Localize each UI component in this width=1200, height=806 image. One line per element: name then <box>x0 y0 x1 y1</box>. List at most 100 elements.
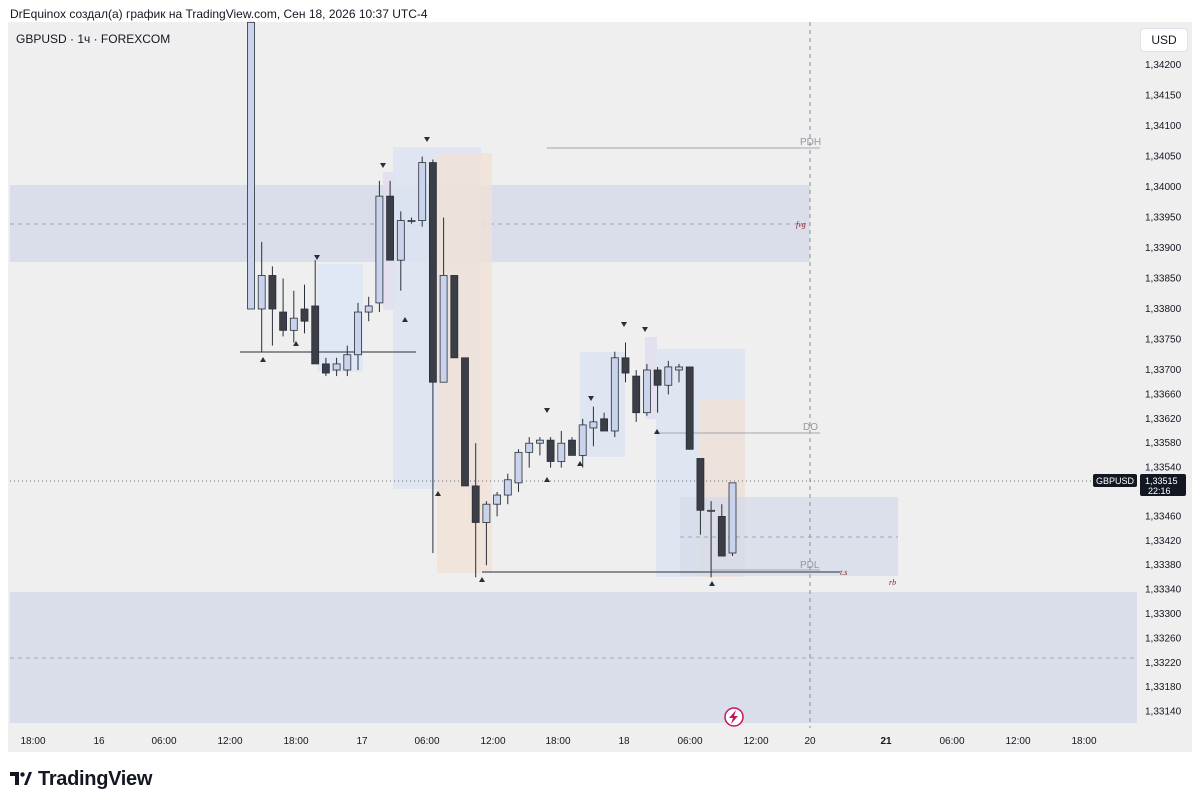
time-tick-label: 17 <box>356 736 368 747</box>
candle-down <box>621 357 630 374</box>
swing-high-marker <box>380 163 386 168</box>
candle-up <box>514 451 523 484</box>
highlight-box <box>680 497 898 576</box>
price-tick-label: 1,33900 <box>1145 243 1182 254</box>
price-tick-label: 1,33340 <box>1145 585 1182 596</box>
swing-low-marker <box>435 491 441 496</box>
candle-down <box>461 357 469 487</box>
candle-down <box>568 439 576 456</box>
price-tick-label: 1,33580 <box>1145 438 1182 449</box>
price-tick-label: 1,33460 <box>1145 511 1182 522</box>
time-tick-label: 18:00 <box>20 736 45 747</box>
candle-up <box>589 421 598 429</box>
swing-low-marker <box>654 429 660 434</box>
candle-up <box>257 275 266 310</box>
price-tick-label: 1,33140 <box>1145 707 1182 718</box>
candle-up <box>289 317 298 331</box>
time-tick-label: 16 <box>93 736 105 747</box>
candle-up <box>675 366 683 371</box>
candle-up <box>728 482 737 554</box>
candle-up <box>247 21 255 310</box>
last-price-value: 1,33515 <box>1145 476 1178 486</box>
last-price-tag: GBPUSD 1,33515 22:16 <box>1093 474 1186 496</box>
pdl-label: PDL <box>800 560 820 571</box>
candle-up <box>343 354 352 371</box>
time-tick-label: 21 <box>880 736 892 747</box>
candle-up <box>418 162 427 221</box>
logo-text: TradingView <box>38 767 153 790</box>
price-tick-label: 1,33260 <box>1145 633 1182 644</box>
candle-up <box>482 503 491 523</box>
swing-low-marker <box>402 317 408 322</box>
fvg-label: fvg <box>796 220 806 229</box>
last-price-countdown: 22:16 <box>1148 486 1171 496</box>
price-tick-label: 1,33380 <box>1145 560 1182 571</box>
time-tick-label: 12:00 <box>743 736 768 747</box>
price-tick-label: 1,33180 <box>1145 682 1182 693</box>
last-price-symbol: GBPUSD <box>1096 476 1135 486</box>
candle-up <box>707 509 715 512</box>
time-tick-label: 18:00 <box>283 736 308 747</box>
candle-up <box>536 439 544 444</box>
price-tick-label: 1,33300 <box>1145 609 1182 620</box>
price-tick-label: 1,34200 <box>1145 60 1182 71</box>
candle-up <box>396 220 405 261</box>
candle-down <box>546 439 555 462</box>
time-tick-label: 18:00 <box>545 736 570 747</box>
swing-low-marker <box>479 577 485 582</box>
time-tick-label: 06:00 <box>677 736 702 747</box>
swing-low-marker <box>293 341 299 346</box>
price-tick-label: 1,34100 <box>1145 121 1182 132</box>
time-tick-label: 06:00 <box>939 736 964 747</box>
swing-low-marker <box>577 461 583 466</box>
price-tick-label: 1,33950 <box>1145 213 1182 224</box>
candle-down <box>653 369 662 386</box>
swing-high-marker <box>424 137 430 142</box>
candle-down <box>717 516 726 557</box>
swing-high-marker <box>588 396 594 401</box>
swing-low-marker <box>709 581 715 586</box>
candle-down <box>279 311 288 331</box>
price-tick-label: 1,33660 <box>1145 389 1182 400</box>
candle-up <box>375 195 384 304</box>
candle-down <box>450 275 459 359</box>
candle-down <box>632 375 641 414</box>
chart-caption: DrEquinox создал(а) график на TradingVie… <box>10 7 428 21</box>
price-tick-label: 1,33800 <box>1145 304 1182 315</box>
pdh-label: PDH <box>800 137 821 148</box>
symbol-label[interactable]: GBPUSD · 1ч · FOREXCOM <box>16 32 171 46</box>
candle-down <box>696 458 705 511</box>
candles-group <box>247 21 737 578</box>
candle-up <box>578 424 587 456</box>
candle-down <box>471 485 480 523</box>
candle-down <box>386 195 395 261</box>
candle-up <box>610 357 619 432</box>
time-axis[interactable]: 18:00 16 06:00 12:00 18:00 17 06:00 12:00 18:00 1… <box>20 736 1096 747</box>
candle-down <box>685 366 694 450</box>
candle-up <box>557 442 566 462</box>
time-tick-label: 06:00 <box>151 736 176 747</box>
tradingview-logo[interactable]: TradingView <box>10 768 152 790</box>
price-axis[interactable]: 1,34200 1,34150 1,34100 1,34050 1,34000 1,339… <box>1145 60 1182 718</box>
swing-low-marker <box>544 477 550 482</box>
candle-up <box>407 220 416 222</box>
price-tick-label: 1,33700 <box>1145 365 1182 376</box>
lightning-icon[interactable] <box>724 707 744 727</box>
candle-down <box>300 308 309 322</box>
swing-high-marker <box>314 255 320 260</box>
candle-up <box>664 366 673 386</box>
price-tick-label: 1,33420 <box>1145 536 1182 547</box>
candle-up <box>332 363 341 371</box>
currency-button[interactable]: USD <box>1140 28 1188 52</box>
candle-down <box>268 275 277 310</box>
price-tick-label: 1,33540 <box>1145 463 1182 474</box>
time-tick-label: 12:00 <box>1005 736 1030 747</box>
candle-up <box>493 494 502 505</box>
candle-up <box>439 275 448 383</box>
candle-down <box>311 305 320 365</box>
price-tick-label: 1,34050 <box>1145 152 1182 163</box>
candle-up <box>354 311 362 356</box>
swing-low-marker <box>260 357 266 362</box>
time-tick-label: 18 <box>618 736 630 747</box>
